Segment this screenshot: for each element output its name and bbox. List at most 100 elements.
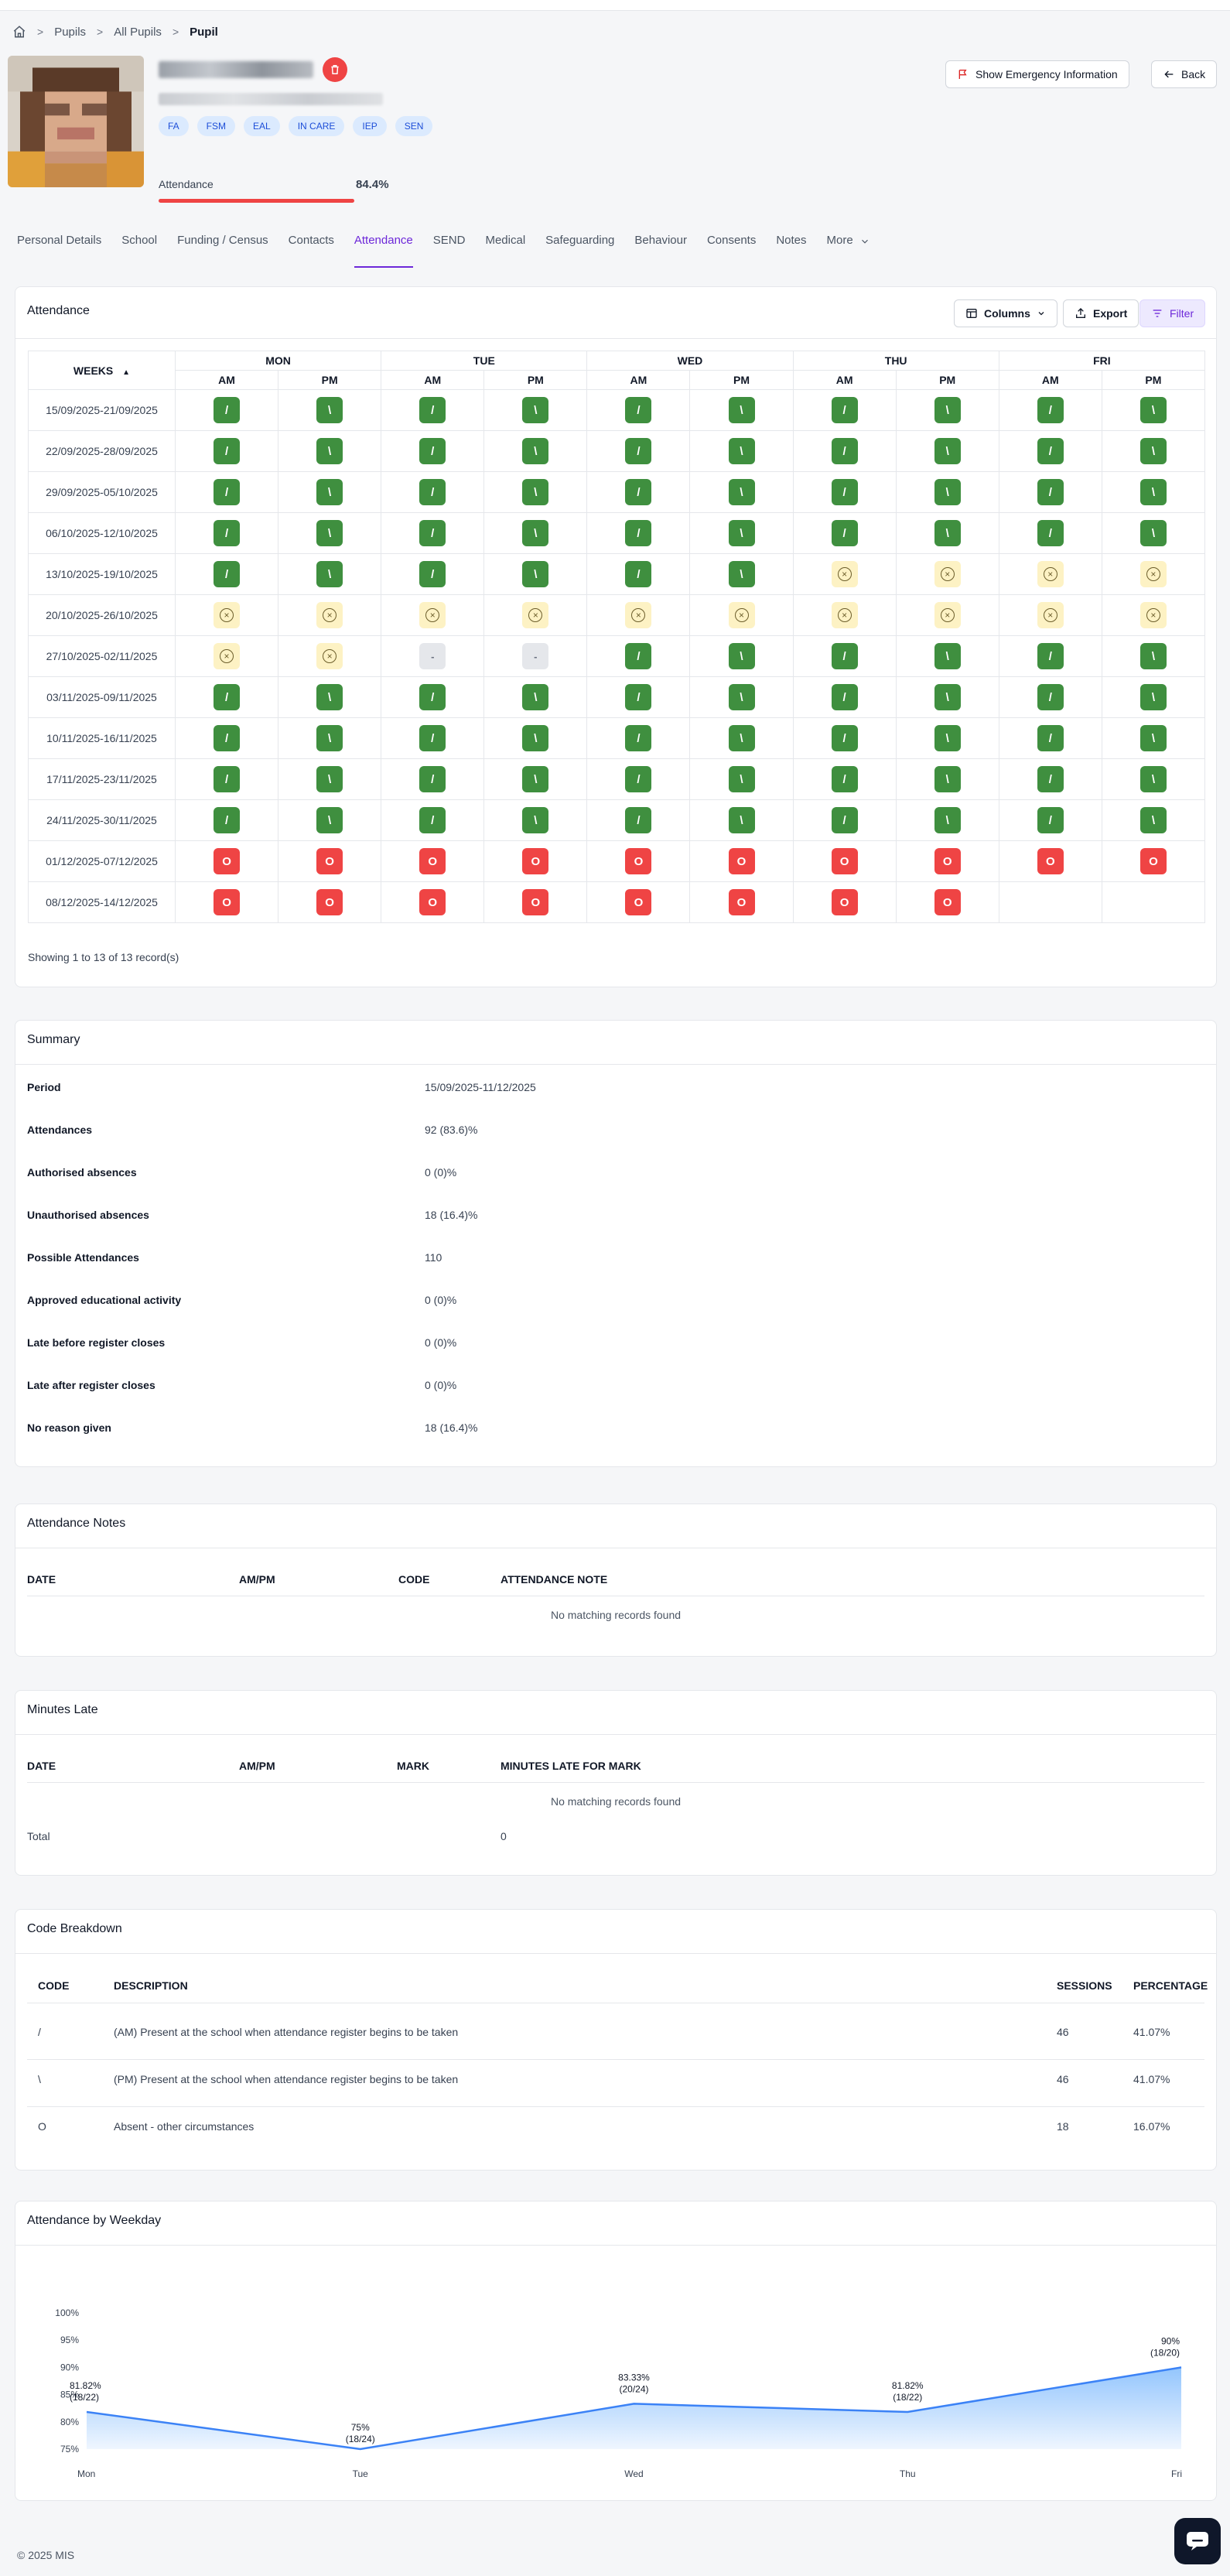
mark-present[interactable]: \: [728, 643, 755, 669]
mark-present[interactable]: \: [522, 520, 549, 546]
mark-present[interactable]: /: [214, 397, 241, 423]
mark-present[interactable]: /: [831, 684, 858, 710]
mark-present[interactable]: /: [419, 807, 446, 833]
mark-absent[interactable]: O: [419, 889, 446, 915]
mark-present[interactable]: /: [419, 684, 446, 710]
mark-closed[interactable]: ×: [934, 602, 961, 628]
tab-safeguarding[interactable]: Safeguarding: [545, 234, 615, 247]
mark-present[interactable]: \: [522, 561, 549, 587]
mark-present[interactable]: /: [214, 725, 241, 751]
mark-present[interactable]: /: [419, 766, 446, 792]
mark-present[interactable]: /: [1037, 479, 1064, 505]
tab-medical[interactable]: Medical: [485, 234, 526, 247]
mark-present[interactable]: /: [831, 643, 858, 669]
mark-present[interactable]: \: [1139, 397, 1167, 423]
mark-present[interactable]: /: [831, 766, 858, 792]
mark-present[interactable]: \: [934, 684, 961, 710]
mark-present[interactable]: \: [728, 397, 755, 423]
mark-present[interactable]: \: [522, 397, 549, 423]
mark-present[interactable]: \: [1139, 643, 1167, 669]
mark-closed[interactable]: ×: [1037, 561, 1064, 587]
export-button[interactable]: Export: [1063, 299, 1139, 327]
mark-absent[interactable]: O: [1037, 848, 1064, 874]
mark-present[interactable]: /: [214, 807, 241, 833]
mark-present[interactable]: \: [728, 766, 755, 792]
mark-closed[interactable]: ×: [316, 643, 343, 669]
breadcrumb-pupils[interactable]: Pupils: [54, 25, 87, 39]
mark-present[interactable]: \: [522, 479, 549, 505]
mark-present[interactable]: \: [934, 725, 961, 751]
mark-present[interactable]: /: [419, 520, 446, 546]
tab-contacts[interactable]: Contacts: [288, 234, 334, 247]
mark-present[interactable]: /: [419, 438, 446, 464]
mark-present[interactable]: /: [1037, 725, 1064, 751]
mark-present[interactable]: /: [1037, 438, 1064, 464]
mark-present[interactable]: /: [831, 807, 858, 833]
tab-attendance[interactable]: Attendance: [354, 229, 413, 268]
mark-present[interactable]: \: [934, 397, 961, 423]
mark-closed[interactable]: ×: [934, 561, 961, 587]
mark-absent[interactable]: O: [522, 889, 549, 915]
back-button[interactable]: Back: [1151, 60, 1218, 88]
mark-absent[interactable]: O: [934, 848, 961, 874]
mark-present[interactable]: \: [316, 520, 343, 546]
tab-notes[interactable]: Notes: [776, 234, 807, 247]
mark-present[interactable]: \: [934, 807, 961, 833]
mark-absent[interactable]: O: [728, 848, 755, 874]
mark-present[interactable]: \: [316, 807, 343, 833]
mark-absent[interactable]: O: [934, 889, 961, 915]
mark-present[interactable]: /: [419, 561, 446, 587]
mark-present[interactable]: \: [1139, 725, 1167, 751]
mark-present[interactable]: \: [522, 438, 549, 464]
columns-button[interactable]: Columns: [954, 299, 1057, 327]
tab-consents[interactable]: Consents: [706, 234, 757, 247]
mark-present[interactable]: /: [419, 725, 446, 751]
mark-present[interactable]: /: [419, 397, 446, 423]
home-icon[interactable]: [12, 25, 26, 39]
mark-present[interactable]: /: [625, 643, 652, 669]
mark-present[interactable]: \: [728, 438, 755, 464]
mark-present[interactable]: \: [1139, 479, 1167, 505]
mark-present[interactable]: /: [1037, 684, 1064, 710]
mark-present[interactable]: /: [831, 438, 858, 464]
mark-present[interactable]: /: [214, 438, 241, 464]
mark-present[interactable]: /: [1037, 766, 1064, 792]
mark-present[interactable]: \: [1139, 766, 1167, 792]
mark-present[interactable]: /: [831, 520, 858, 546]
mark-present[interactable]: \: [934, 643, 961, 669]
mark-present[interactable]: /: [625, 520, 652, 546]
mark-present[interactable]: \: [316, 725, 343, 751]
mark-closed[interactable]: ×: [316, 602, 343, 628]
mark-present[interactable]: \: [316, 438, 343, 464]
mark-present[interactable]: /: [831, 397, 858, 423]
mark-present[interactable]: /: [1037, 807, 1064, 833]
weeks-header[interactable]: WEEKS ▲: [28, 351, 176, 390]
mark-present[interactable]: \: [1139, 520, 1167, 546]
mark-closed[interactable]: ×: [522, 602, 549, 628]
mark-absent[interactable]: O: [522, 848, 549, 874]
tab-personal-details[interactable]: Personal Details: [17, 234, 102, 247]
mark-present[interactable]: \: [728, 520, 755, 546]
mark-absent[interactable]: O: [831, 889, 858, 915]
mark-closed[interactable]: ×: [831, 561, 858, 587]
mark-closed[interactable]: ×: [1139, 561, 1167, 587]
mark-present[interactable]: /: [625, 766, 652, 792]
tab-behaviour[interactable]: Behaviour: [634, 234, 687, 247]
mark-absent[interactable]: O: [214, 848, 241, 874]
emergency-info-button[interactable]: Show Emergency Information: [945, 60, 1129, 88]
mark-no-session[interactable]: -: [522, 643, 549, 669]
mark-present[interactable]: \: [316, 479, 343, 505]
mark-closed[interactable]: ×: [214, 643, 241, 669]
mark-present[interactable]: /: [625, 561, 652, 587]
mark-closed[interactable]: ×: [214, 602, 241, 628]
mark-present[interactable]: /: [214, 561, 241, 587]
mark-absent[interactable]: O: [316, 889, 343, 915]
mark-present[interactable]: \: [934, 479, 961, 505]
mark-present[interactable]: /: [625, 397, 652, 423]
mark-present[interactable]: \: [522, 684, 549, 710]
mark-present[interactable]: \: [316, 766, 343, 792]
mark-closed[interactable]: ×: [1139, 602, 1167, 628]
mark-present[interactable]: \: [316, 561, 343, 587]
mark-present[interactable]: /: [625, 725, 652, 751]
mark-present[interactable]: /: [625, 438, 652, 464]
